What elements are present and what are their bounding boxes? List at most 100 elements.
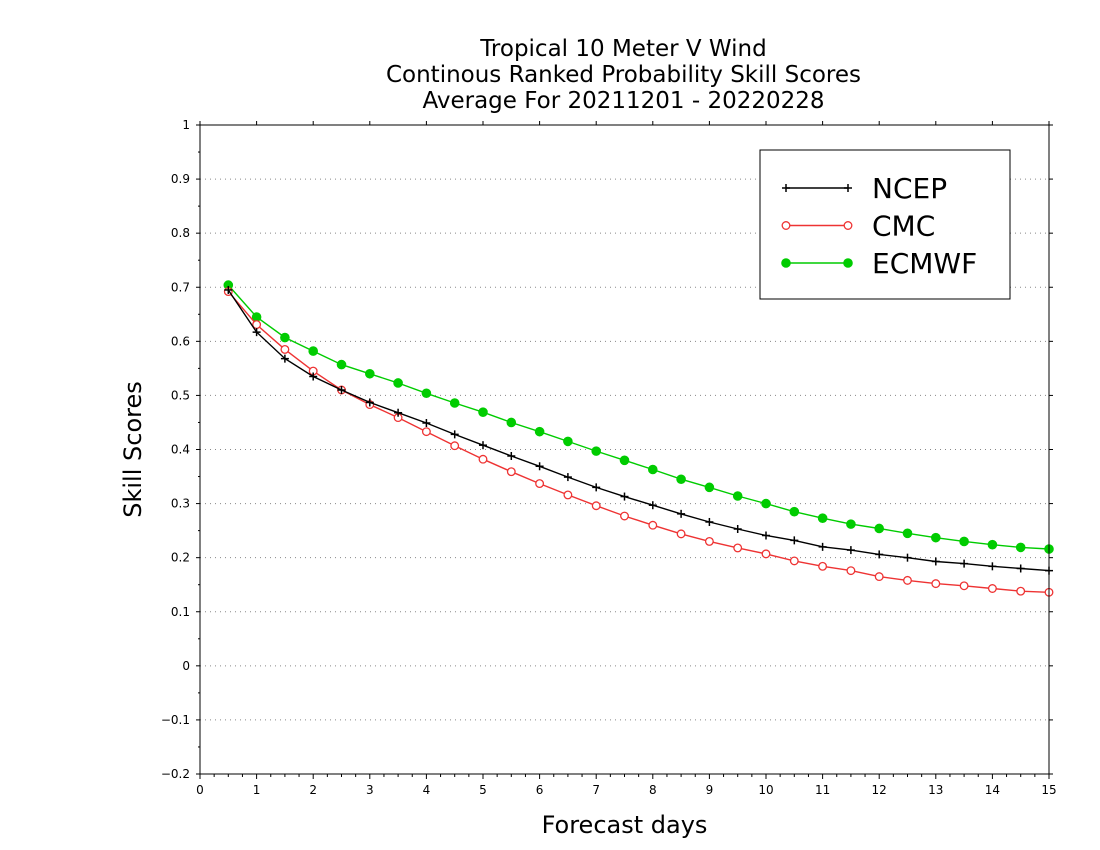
data-point-cmc: [506, 467, 516, 477]
data-point-ecmwf: [789, 506, 800, 517]
data-point-ecmwf: [902, 528, 913, 539]
data-point-ncep: [507, 451, 516, 460]
data-point-cmc: [648, 520, 658, 530]
legend-label-cmc: CMC: [872, 210, 935, 243]
legend-marker: [781, 221, 791, 230]
legend-item-cmc: CMC: [781, 210, 935, 243]
y-tick-label: 0.3: [171, 497, 190, 511]
data-point-cmc: [591, 501, 601, 511]
data-point-cmc: [874, 572, 884, 582]
data-point-ecmwf: [817, 513, 828, 523]
data-point-cmc: [931, 579, 941, 589]
series-layer: [223, 280, 1054, 597]
data-point-cmc: [620, 511, 629, 521]
series-line-cmc: [227, 291, 1050, 593]
data-point-ecmwf: [648, 464, 658, 475]
y-tick-label: −0.2: [161, 767, 190, 781]
data-point-ecmwf: [959, 536, 969, 547]
x-tick-label: 11: [815, 783, 830, 797]
legend-item-ecmwf: ECMWF: [781, 247, 977, 280]
y-tick-label: 0.6: [171, 334, 190, 348]
y-tick-label: 0: [182, 659, 190, 673]
x-tick-label: 7: [592, 783, 600, 797]
x-tick-label: 14: [985, 783, 1000, 797]
data-point-cmc: [987, 584, 997, 593]
y-tick-label: 0.2: [171, 551, 190, 565]
data-point-ncep: [450, 430, 459, 439]
data-point-cmc: [733, 543, 743, 553]
data-point-ecmwf: [846, 519, 856, 529]
x-tick-label: 12: [872, 783, 887, 797]
y-axis-label: Skill Scores: [119, 381, 147, 518]
axis-ticks: −0.2−0.100.10.20.30.40.50.60.70.80.910 1 2…: [161, 118, 1057, 797]
data-point-ncep: [394, 408, 403, 417]
data-point-ecmwf: [732, 491, 743, 501]
legend-label-ncep: NCEP: [872, 172, 947, 205]
data-point-cmc: [421, 427, 431, 437]
x-tick-label: 5: [479, 783, 487, 797]
x-tick-label: 3: [366, 783, 374, 797]
y-tick-label: 0.7: [171, 280, 190, 294]
x-tick-label: 10: [758, 783, 773, 797]
legend: NCEP CMC ECMWF: [759, 149, 1011, 300]
series-ecmwf: [223, 280, 1054, 554]
data-point-ncep: [365, 398, 374, 407]
y-tick-label: −0.1: [161, 713, 190, 727]
data-point-ncep: [563, 473, 572, 482]
data-point-ecmwf: [280, 332, 290, 343]
data-point-ncep: [535, 462, 544, 471]
data-point-ecmwf: [308, 346, 319, 356]
data-point-cmc: [846, 566, 856, 576]
data-point-ncep: [422, 418, 431, 427]
data-point-ecmwf: [336, 359, 347, 370]
y-tick-label: 0.5: [171, 388, 190, 402]
data-point-ncep: [648, 501, 657, 510]
legend-item-ncep: NCEP: [782, 172, 947, 205]
series-line-ncep: [227, 289, 1050, 572]
data-point-ecmwf: [563, 436, 573, 447]
data-point-cmc: [761, 549, 771, 559]
data-point-ncep: [1016, 564, 1025, 573]
data-point-ecmwf: [478, 407, 488, 417]
data-point-ecmwf: [704, 482, 715, 493]
data-point-ncep: [677, 509, 686, 518]
data-point-ncep: [479, 441, 487, 450]
legend-marker: [781, 258, 791, 268]
legend-marker: [782, 184, 790, 192]
data-point-ncep: [762, 531, 770, 540]
data-point-ncep: [733, 525, 742, 534]
data-point-ncep: [337, 386, 346, 395]
data-point-ncep: [790, 536, 799, 545]
data-point-cmc: [280, 344, 290, 354]
data-point-ncep: [903, 553, 912, 562]
legend-marker: [843, 258, 853, 268]
data-point-cmc: [903, 575, 912, 585]
data-point-ecmwf: [449, 398, 460, 408]
data-point-cmc: [1016, 586, 1026, 596]
data-point-ncep: [818, 542, 827, 551]
x-tick-label: 8: [649, 783, 657, 797]
data-point-cmc: [450, 441, 460, 451]
data-point-ecmwf: [421, 388, 432, 399]
data-point-ecmwf: [393, 378, 403, 388]
data-point-ncep: [960, 559, 969, 568]
data-point-ecmwf: [931, 532, 941, 543]
data-point-ecmwf: [676, 474, 686, 485]
data-point-ecmwf: [251, 312, 262, 322]
x-tick-label: 9: [706, 783, 714, 797]
x-tick-label: 4: [423, 783, 431, 797]
data-point-ncep: [931, 557, 940, 566]
data-point-cmc: [535, 479, 545, 489]
data-point-ecmwf: [987, 539, 998, 550]
x-tick-label: 1: [253, 783, 261, 797]
data-point-cmc: [478, 454, 488, 464]
x-axis-label: Forecast days: [542, 811, 708, 839]
data-point-ncep: [309, 372, 318, 381]
data-point-ecmwf: [874, 523, 885, 534]
data-point-cmc: [789, 556, 799, 566]
data-point-ncep: [705, 517, 714, 526]
y-tick-label: 0.8: [171, 226, 190, 240]
data-point-ecmwf: [534, 426, 545, 437]
x-tick-label: 0: [196, 783, 204, 797]
